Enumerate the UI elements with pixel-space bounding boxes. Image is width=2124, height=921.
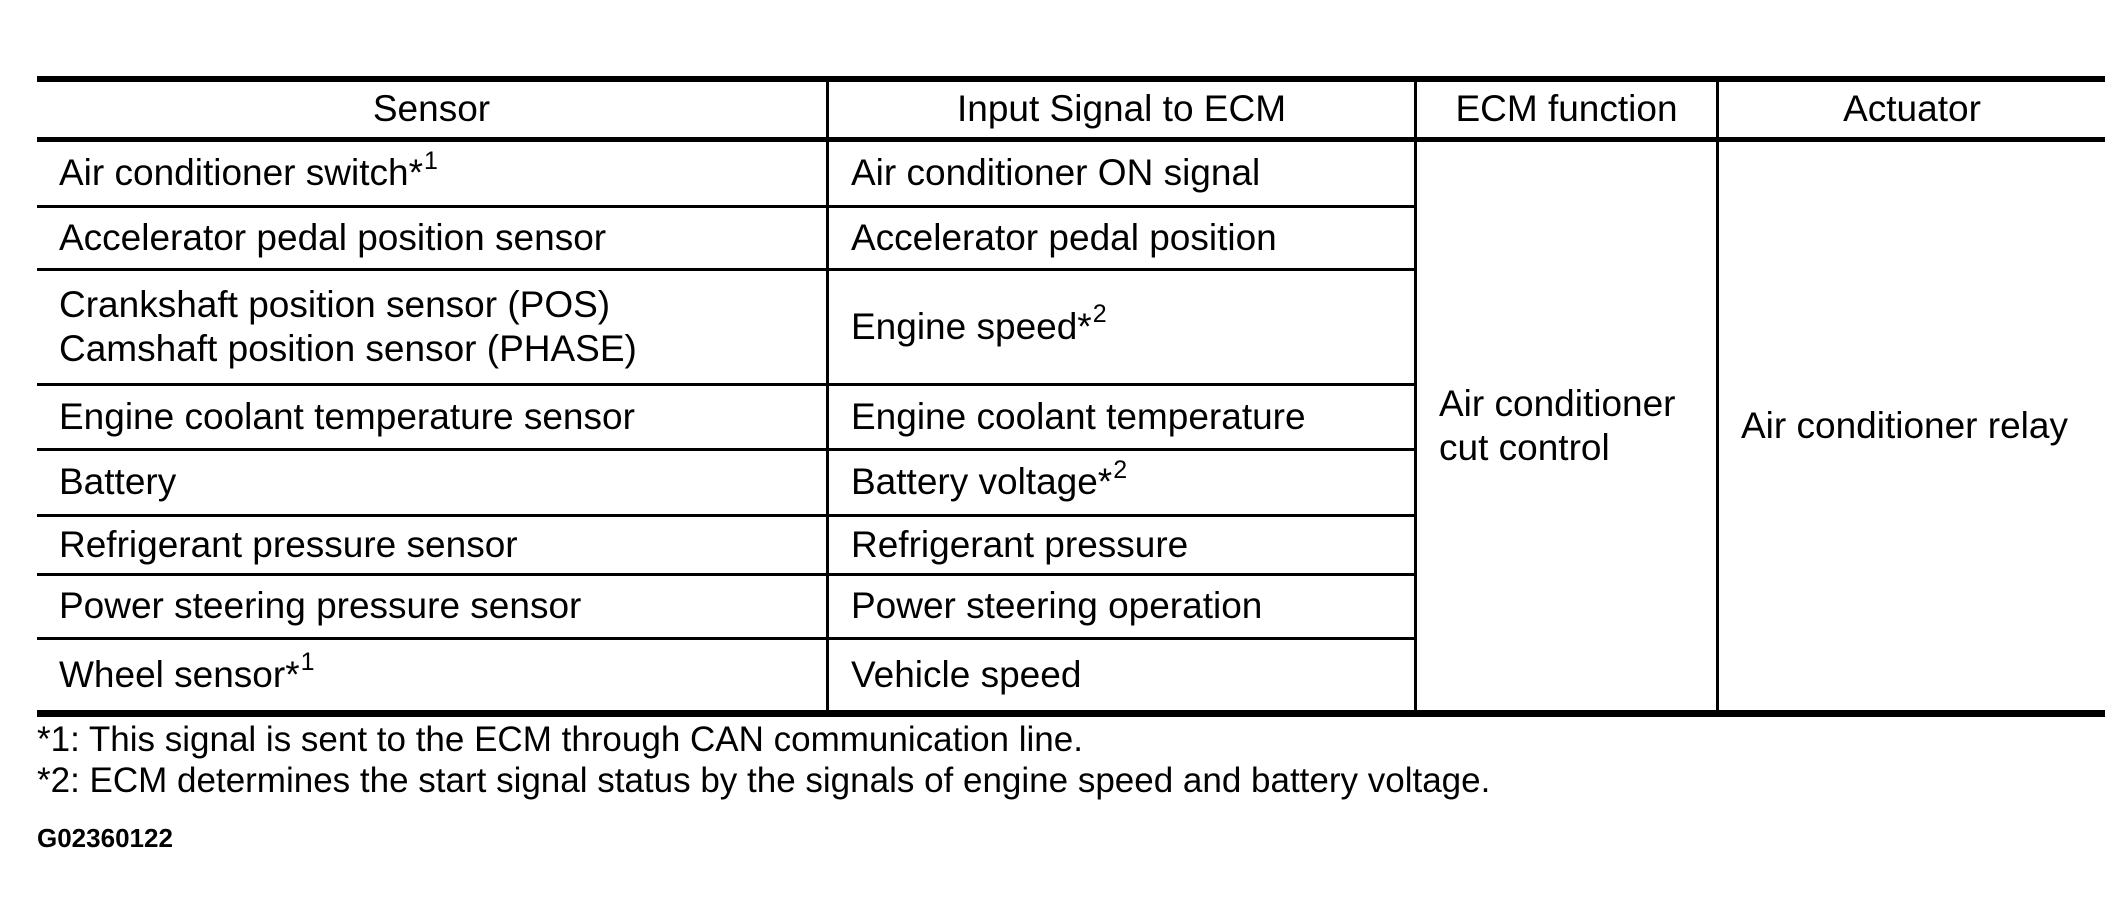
sensor-text: Wheel sensor* bbox=[59, 653, 300, 695]
sensor-text: Air conditioner switch* bbox=[59, 152, 423, 194]
sensor-cell: Accelerator pedal position sensor bbox=[37, 208, 829, 271]
sensor-text-line2: Camshaft position sensor (PHASE) bbox=[59, 328, 637, 369]
header-input-signal-label: Input Signal to ECM bbox=[956, 88, 1287, 130]
signal-cell: Accelerator pedal position bbox=[829, 208, 1417, 271]
ecm-function-cell: Air conditioner cut control bbox=[1417, 142, 1719, 710]
sensor-text-line1: Crankshaft position sensor (POS) bbox=[59, 284, 611, 325]
sensor-cell: Refrigerant pressure sensor bbox=[37, 517, 829, 576]
signal-text: Engine coolant temperature bbox=[851, 395, 1306, 437]
ecm-signal-table: Sensor Input Signal to ECM ECM function … bbox=[37, 76, 2105, 717]
sensor-cell: Crankshaft position sensor (POS) Camshaf… bbox=[37, 271, 829, 386]
signal-text: Accelerator pedal position bbox=[851, 216, 1277, 258]
header-ecm-function: ECM function bbox=[1417, 82, 1719, 142]
actuator-cell: Air conditioner relay bbox=[1719, 142, 2105, 710]
signal-text: Battery voltage* bbox=[851, 461, 1113, 503]
sensor-text: Engine coolant temperature sensor bbox=[59, 395, 635, 437]
header-sensor: Sensor bbox=[37, 82, 829, 142]
header-input-signal: Input Signal to ECM bbox=[829, 82, 1417, 142]
ecm-function-line1: Air conditioner bbox=[1439, 383, 1676, 424]
sensor-cell: Air conditioner switch* 1 bbox=[37, 142, 829, 208]
sensor-cell: Wheel sensor* 1 bbox=[37, 640, 829, 710]
figure-code: G02360122 bbox=[37, 823, 173, 853]
sensor-text: Power steering pressure sensor bbox=[59, 585, 582, 627]
sensor-text: Refrigerant pressure sensor bbox=[59, 523, 518, 565]
signal-cell: Power steering operation bbox=[829, 576, 1417, 640]
signal-text: Air conditioner ON signal bbox=[851, 152, 1261, 194]
signal-text: Engine speed* bbox=[851, 305, 1092, 347]
sensor-text: Accelerator pedal position sensor bbox=[59, 216, 607, 258]
signal-cell: Battery voltage* 2 bbox=[829, 451, 1417, 517]
signal-cell: Air conditioner ON signal bbox=[829, 142, 1417, 208]
header-actuator-label: Actuator bbox=[1843, 88, 1981, 130]
signal-text: Refrigerant pressure bbox=[851, 523, 1189, 565]
header-actuator: Actuator bbox=[1719, 82, 2105, 142]
sensor-text: Battery bbox=[59, 461, 177, 503]
sensor-cell: Battery bbox=[37, 451, 829, 517]
signal-cell: Engine speed* 2 bbox=[829, 271, 1417, 386]
signal-text: Power steering operation bbox=[851, 585, 1263, 627]
signal-cell: Refrigerant pressure bbox=[829, 517, 1417, 576]
ecm-function-line2: cut control bbox=[1439, 427, 1610, 468]
signal-cell: Engine coolant temperature bbox=[829, 386, 1417, 451]
header-sensor-label: Sensor bbox=[372, 88, 491, 130]
footnote-1: *1: This signal is sent to the ECM throu… bbox=[37, 720, 1083, 759]
signal-text: Vehicle speed bbox=[851, 653, 1082, 695]
actuator-text: Air conditioner relay bbox=[1741, 404, 2068, 446]
sensor-cell: Engine coolant temperature sensor bbox=[37, 386, 829, 451]
sensor-cell: Power steering pressure sensor bbox=[37, 576, 829, 640]
header-ecm-function-label: ECM function bbox=[1455, 88, 1678, 130]
signal-cell: Vehicle speed bbox=[829, 640, 1417, 710]
footnote-2: *2: ECM determines the start signal stat… bbox=[37, 761, 1491, 800]
